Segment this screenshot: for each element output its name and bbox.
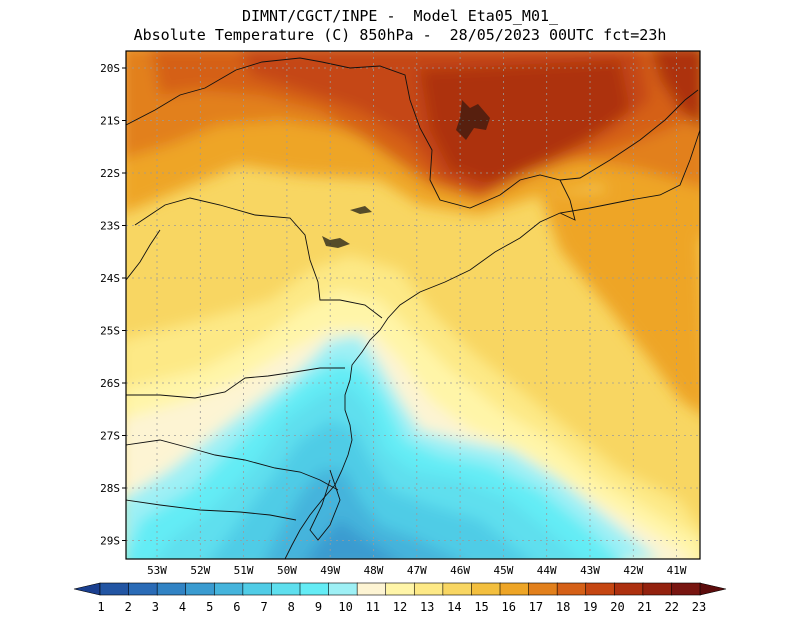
- colorbar-swatch: [328, 582, 358, 596]
- colorbar-label: 17: [529, 600, 543, 614]
- lat-tick-label: 27S: [100, 430, 120, 443]
- lat-tick-label: 22S: [100, 167, 120, 180]
- colorbar-label: 10: [338, 600, 352, 614]
- lat-tick-label: 25S: [100, 325, 120, 338]
- lon-tick-label: 47W: [407, 564, 427, 577]
- colorbar-label: 14: [447, 600, 461, 614]
- colorbar-label: 11: [366, 600, 380, 614]
- colorbar-label: 15: [474, 600, 488, 614]
- colorbar-swatch: [73, 582, 101, 596]
- colorbar-swatch: [356, 582, 387, 596]
- colorbar-label: 4: [179, 600, 186, 614]
- colorbar-swatch: [299, 582, 330, 596]
- colorbar: 1 2 3 4 5 6 7 8 9 10 11 12 13 14 15 16 17 18 19 20 21 22 23: [73, 582, 727, 614]
- lat-tick-label: 24S: [100, 272, 120, 285]
- colorbar-label: 7: [260, 600, 267, 614]
- lon-tick-label: 51W: [234, 564, 254, 577]
- lat-tick-label: 26S: [100, 377, 120, 390]
- colorbar-swatch: [128, 582, 158, 596]
- lon-tick-label: 45W: [493, 564, 513, 577]
- coastline: [284, 129, 700, 559]
- colorbar-swatch: [156, 582, 187, 596]
- state-border-east: [559, 179, 576, 221]
- colorbar-label: 9: [315, 600, 322, 614]
- colorbar-swatch: [442, 582, 473, 596]
- temperature-field: [126, 51, 700, 559]
- colorbar-label: 22: [665, 600, 679, 614]
- colorbar-swatch: [242, 582, 273, 596]
- colorbar-label: 6: [233, 600, 240, 614]
- state-border-mg-sp: [235, 57, 699, 209]
- lat-tick-label: 20S: [100, 62, 120, 75]
- lagoon-area: [309, 469, 341, 541]
- colorbar-label: 13: [420, 600, 434, 614]
- colorbar-swatch: [699, 582, 727, 596]
- map-title: DIMNT/CGCT/INPE - Model Eta05_M01_: [241, 7, 559, 25]
- map-frame: [125, 50, 701, 560]
- colorbar-swatch: [556, 582, 587, 596]
- grid-lines: [126, 51, 700, 559]
- colorbar-swatch: [271, 582, 301, 596]
- colorbar-swatch: [213, 582, 244, 596]
- map-subtitle: Absolute Temperature (C) 850hPa - 28/05/…: [133, 26, 667, 44]
- lon-tick-label: 46W: [450, 564, 470, 577]
- colorbar-swatch: [642, 582, 673, 596]
- colorbar-label: 18: [556, 600, 570, 614]
- longitude-labels: 53W 52W 51W 50W 49W 48W 47W 46W 45W 44W …: [147, 564, 687, 577]
- lon-tick-label: 44W: [537, 564, 557, 577]
- colorbar-swatch: [471, 582, 501, 596]
- colorbar-label: 20: [610, 600, 624, 614]
- lon-tick-label: 42W: [623, 564, 643, 577]
- state-border-rs-west: [126, 499, 297, 521]
- state-border-pr-sc: [126, 367, 345, 399]
- colorbar-swatch: [385, 582, 416, 596]
- colorbar-label: 23: [692, 600, 706, 614]
- colorbar-swatch: [613, 582, 644, 596]
- colorbar-label: 2: [125, 600, 132, 614]
- colorbar-swatch: [585, 582, 616, 596]
- state-border-ms: [126, 69, 237, 126]
- colorbar-label: 3: [152, 600, 159, 614]
- colorbar-label: 12: [393, 600, 407, 614]
- axis-ticks: [122, 67, 126, 541]
- lon-tick-label: 53W: [147, 564, 167, 577]
- lon-tick-label: 41W: [667, 564, 687, 577]
- colorbar-swatch: [499, 582, 530, 596]
- colorbar-label: 16: [502, 600, 516, 614]
- lon-tick-label: 50W: [277, 564, 297, 577]
- colorbar-label: 19: [583, 600, 597, 614]
- lon-tick-label: 43W: [580, 564, 600, 577]
- colorbar-swatch: [528, 582, 558, 596]
- state-border-sc-rs: [126, 439, 339, 491]
- lon-tick-label: 48W: [364, 564, 384, 577]
- coastline-and-borders: [126, 57, 700, 559]
- lon-tick-label: 49W: [320, 564, 340, 577]
- lon-tick-label: 52W: [190, 564, 210, 577]
- colorbar-swatch: [413, 582, 444, 596]
- lat-tick-label: 29S: [100, 535, 120, 548]
- colorbar-label: 21: [637, 600, 651, 614]
- colorbar-label: 5: [206, 600, 213, 614]
- colorbar-label: 8: [288, 600, 295, 614]
- state-border-misc: [126, 229, 161, 281]
- colorbar-swatch: [185, 582, 216, 596]
- lat-tick-label: 21S: [100, 115, 120, 128]
- lat-tick-label: 23S: [100, 220, 120, 233]
- colorbar-swatch: [99, 582, 130, 596]
- reservoirs: [322, 100, 490, 248]
- colorbar-label: 1: [97, 600, 104, 614]
- state-border-sp-pr: [134, 197, 383, 319]
- lat-tick-label: 28S: [100, 482, 120, 495]
- colorbar-swatch: [671, 582, 701, 596]
- latitude-labels: 20S 21S 22S 23S 24S 25S 26S 27S 28S 29S: [100, 62, 120, 548]
